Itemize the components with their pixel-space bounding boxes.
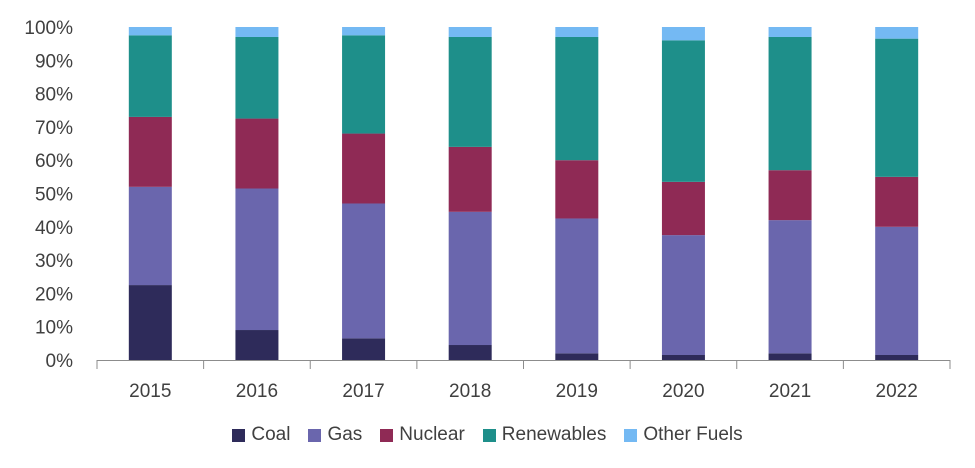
legend-label: Gas bbox=[327, 424, 363, 445]
bar-segment-nuclear bbox=[555, 160, 599, 219]
legend-item: Gas bbox=[308, 424, 362, 446]
bar-segment-nuclear bbox=[448, 146, 492, 212]
bar-segment-coal bbox=[555, 353, 599, 360]
bar-segment-other-fuels bbox=[768, 27, 812, 37]
legend-swatch bbox=[308, 428, 322, 442]
bar-segment-gas bbox=[875, 226, 919, 356]
bar-segment-renewables bbox=[768, 36, 812, 171]
bar-segment-other-fuels bbox=[448, 27, 492, 37]
bar-segment-coal bbox=[448, 345, 492, 360]
x-tick-label: 2022 bbox=[876, 381, 918, 402]
legend-swatch bbox=[232, 428, 246, 442]
legend-swatch bbox=[482, 428, 496, 442]
x-tick-label: 2020 bbox=[662, 381, 704, 402]
y-tick-label: 100% bbox=[24, 18, 73, 39]
bar-segment-renewables bbox=[555, 36, 599, 161]
bar-segment-coal bbox=[128, 285, 172, 360]
bar-segment-nuclear bbox=[661, 181, 705, 236]
bar-segment-renewables bbox=[235, 36, 279, 119]
x-tick-label: 2019 bbox=[556, 381, 598, 402]
y-tick-label: 80% bbox=[35, 85, 73, 106]
bar-segment-renewables bbox=[875, 38, 919, 177]
x-tick-label: 2021 bbox=[769, 381, 811, 402]
bar-segment-gas bbox=[555, 218, 599, 354]
x-tick-label: 2018 bbox=[449, 381, 491, 402]
bar-segment-other-fuels bbox=[235, 27, 279, 37]
legend-item: Nuclear bbox=[380, 424, 465, 446]
bar-segment-nuclear bbox=[875, 176, 919, 227]
legend-item: Renewables bbox=[482, 424, 607, 446]
y-tick-label: 40% bbox=[35, 218, 73, 239]
x-tick-label: 2016 bbox=[236, 381, 278, 402]
bar-segment-other-fuels bbox=[555, 27, 599, 37]
legend-label: Nuclear bbox=[399, 424, 465, 445]
bar-segment-renewables bbox=[342, 35, 386, 134]
bar-segment-renewables bbox=[661, 40, 705, 182]
legend-label: Other Fuels bbox=[643, 424, 743, 445]
legend-swatch bbox=[380, 428, 394, 442]
legend-swatch bbox=[624, 428, 638, 442]
y-tick-label: 50% bbox=[35, 185, 73, 206]
x-tick-label: 2017 bbox=[342, 381, 384, 402]
bar-segment-nuclear bbox=[128, 116, 172, 187]
y-tick-label: 90% bbox=[35, 51, 73, 72]
y-axis: 0% 10% 20% 30% 40% 50% 60% 70% 80% 90% 100% bbox=[24, 18, 73, 372]
x-tick-label: 2015 bbox=[129, 381, 171, 402]
legend-item: Other Fuels bbox=[624, 424, 743, 446]
bar-segment-nuclear bbox=[235, 118, 279, 189]
bar-segment-gas bbox=[768, 220, 812, 354]
legend-label: Coal bbox=[251, 424, 291, 445]
y-tick-label: 30% bbox=[35, 251, 73, 272]
legend-label: Renewables bbox=[501, 424, 607, 445]
legend-item: Coal bbox=[232, 424, 290, 446]
bar-segment-coal bbox=[661, 355, 705, 360]
bar-segment-coal bbox=[768, 353, 812, 360]
bar-segment-gas bbox=[235, 188, 279, 331]
legend: Coal Gas Nuclear Renewables Other Fuels bbox=[0, 424, 975, 446]
bar-segment-other-fuels bbox=[875, 27, 919, 39]
bar-segment-nuclear bbox=[768, 170, 812, 221]
bars bbox=[128, 27, 919, 360]
bar-segment-gas bbox=[661, 235, 705, 356]
bar-segment-gas bbox=[342, 203, 386, 339]
bar-segment-gas bbox=[448, 211, 492, 346]
bar-segment-renewables bbox=[128, 35, 172, 117]
bar-segment-coal bbox=[235, 330, 279, 360]
y-tick-label: 70% bbox=[35, 118, 73, 139]
y-tick-label: 60% bbox=[35, 151, 73, 172]
bar-segment-other-fuels bbox=[661, 27, 705, 41]
bar-segment-other-fuels bbox=[342, 27, 386, 36]
bar-segment-renewables bbox=[448, 36, 492, 147]
x-axis: 2015 2016 2017 2018 2019 2020 2021 2022 bbox=[96, 360, 951, 402]
stacked-bar-chart: 0%10%20%30%40%50%60%70%80%90%100% 2015 20… bbox=[24, 18, 951, 402]
bar-segment-gas bbox=[128, 186, 172, 286]
bar-segment-other-fuels bbox=[128, 27, 172, 36]
y-tick-label: 0% bbox=[46, 351, 74, 372]
bar-segment-coal bbox=[875, 355, 919, 360]
bar-segment-nuclear bbox=[342, 133, 386, 204]
bar-segment-coal bbox=[342, 338, 386, 360]
y-tick-label: 10% bbox=[35, 318, 73, 339]
y-tick-label: 20% bbox=[35, 284, 73, 305]
